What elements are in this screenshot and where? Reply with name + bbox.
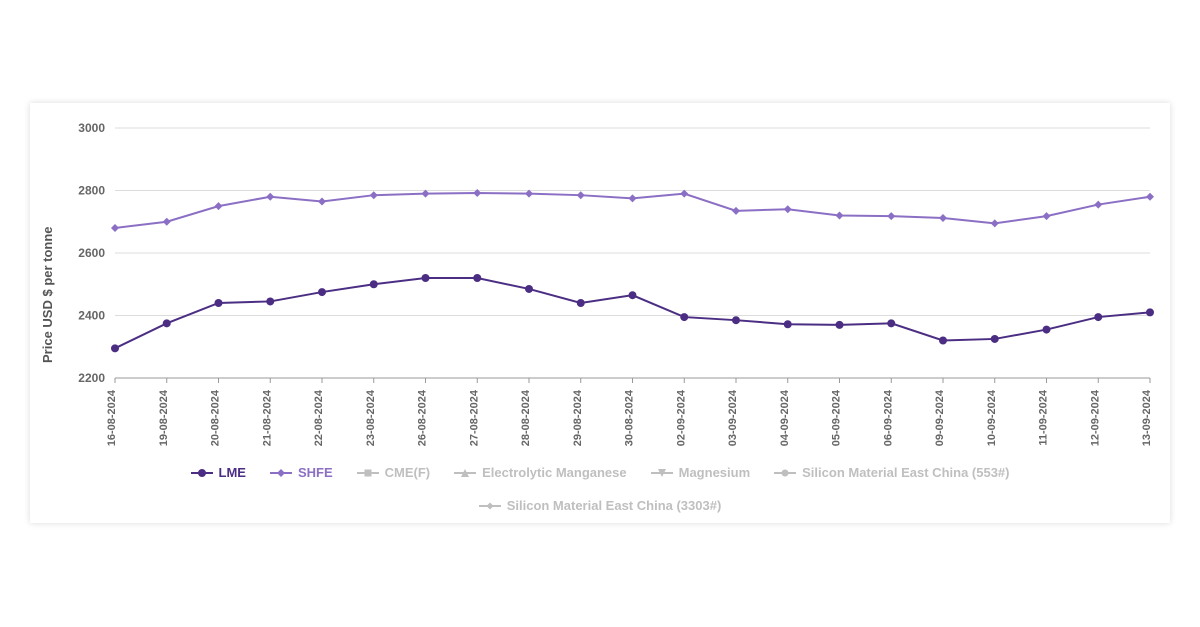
svg-text:27-08-2024: 27-08-2024 [468,389,480,446]
svg-text:04-09-2024: 04-09-2024 [779,389,791,446]
legend-label: Magnesium [679,465,751,480]
legend-marker-icon [357,466,379,480]
svg-text:13-09-2024: 13-09-2024 [1141,389,1153,446]
price-line-chart: 2200 2400 2600 2800 3000 16-08-2024 19-08-2024… [30,103,1170,523]
chart-container: 2200 2400 2600 2800 3000 16-08-2024 19-08-2024… [30,103,1170,523]
legend-marker-icon [191,466,213,480]
legend-marker-icon [651,466,673,480]
svg-text:03-09-2024: 03-09-2024 [727,389,739,446]
legend-item[interactable]: LME [191,465,246,480]
svg-text:21-08-2024: 21-08-2024 [261,389,273,446]
legend-label: Silicon Material East China (553#) [802,465,1009,480]
legend-marker-icon [454,466,476,480]
svg-text:26-08-2024: 26-08-2024 [417,389,429,446]
svg-text:10-09-2024: 10-09-2024 [986,389,998,446]
legend-item[interactable]: CME(F) [357,465,431,480]
legend-label: CME(F) [385,465,431,480]
svg-text:3000: 3000 [78,121,105,135]
svg-text:02-09-2024: 02-09-2024 [675,389,687,446]
legend-item[interactable]: Magnesium [651,465,751,480]
chart-legend: LME SHFE CME(F) Electrolytic Manganese Magne… [30,465,1170,513]
y-axis-label: Price USD $ per tonne [40,226,55,363]
legend-marker-icon [270,466,292,480]
legend-item[interactable]: SHFE [270,465,333,480]
svg-text:28-08-2024: 28-08-2024 [520,389,532,446]
svg-text:16-08-2024: 16-08-2024 [106,389,118,446]
legend-item[interactable]: Silicon Material East China (3303#) [479,498,722,513]
legend-marker-icon [774,466,796,480]
svg-text:29-08-2024: 29-08-2024 [572,389,584,446]
svg-text:05-09-2024: 05-09-2024 [831,389,843,446]
chart-panel: 2200 2400 2600 2800 3000 16-08-2024 19-08-2024… [30,103,1170,523]
legend-label: LME [219,465,246,480]
svg-text:09-09-2024: 09-09-2024 [934,389,946,446]
svg-text:19-08-2024: 19-08-2024 [158,389,170,446]
svg-text:22-08-2024: 22-08-2024 [313,389,325,446]
svg-text:2800: 2800 [78,184,105,198]
svg-text:2200: 2200 [78,371,105,385]
legend-label: SHFE [298,465,333,480]
svg-text:30-08-2024: 30-08-2024 [624,389,636,446]
svg-text:2400: 2400 [78,309,105,323]
svg-text:12-09-2024: 12-09-2024 [1089,389,1101,446]
svg-text:23-08-2024: 23-08-2024 [365,389,377,446]
svg-text:06-09-2024: 06-09-2024 [882,389,894,446]
legend-item[interactable]: Silicon Material East China (553#) [774,465,1009,480]
legend-marker-icon [479,499,501,513]
svg-text:11-09-2024: 11-09-2024 [1038,389,1050,446]
svg-text:20-08-2024: 20-08-2024 [210,389,222,446]
svg-text:2600: 2600 [78,246,105,260]
legend-item[interactable]: Electrolytic Manganese [454,465,627,480]
legend-label: Silicon Material East China (3303#) [507,498,722,513]
legend-label: Electrolytic Manganese [482,465,627,480]
